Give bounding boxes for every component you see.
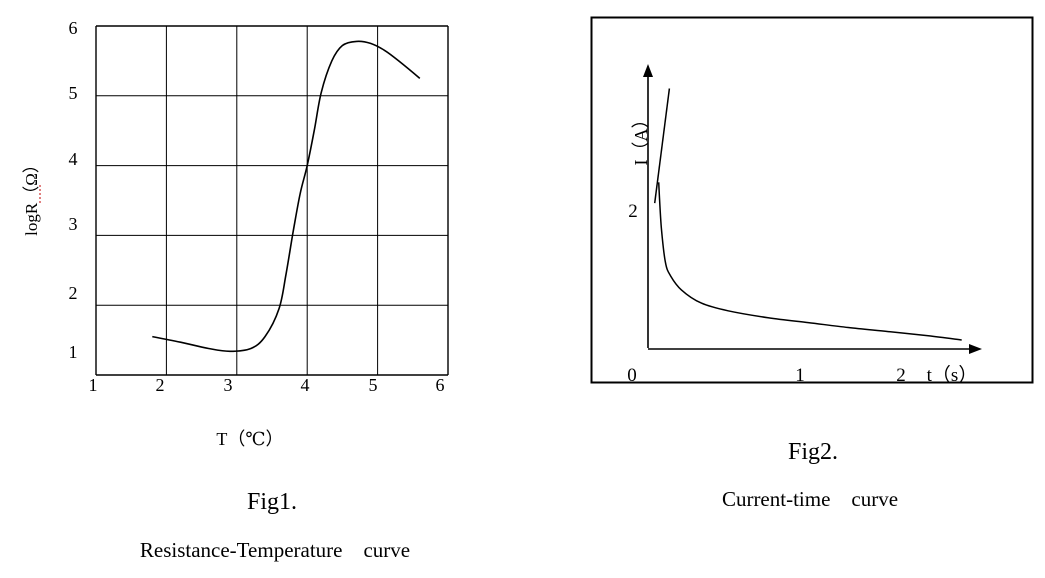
fig1-x-tick-label: 5: [369, 375, 378, 395]
fig2-chart: 1 2 2 I（A） t（s） 0 Fig2. Current-time curve: [590, 16, 1034, 511]
fig1-x-axis-label: T（℃）: [216, 429, 283, 449]
fig1-y-tick-label: 2: [69, 283, 78, 303]
fig2-y-axis-label: I（A）: [631, 111, 651, 166]
fig1-y-tick-label: 5: [69, 83, 78, 103]
fig1-y-tick-label: 6: [69, 18, 78, 38]
fig2-x-axis-label: t（s）: [927, 364, 978, 386]
fig1-y-axis-label: logR（Ω）: [22, 156, 41, 236]
fig1-y-tick-label: 3: [69, 214, 78, 234]
fig1-caption: Resistance-Temperature curve: [140, 538, 410, 562]
fig2-x-tick-label: 2: [896, 365, 906, 386]
fig2-x-axis-arrow: [969, 344, 982, 354]
fig2-origin-label: 0: [627, 365, 637, 386]
fig2-x-tick-label: 1: [795, 365, 805, 386]
fig1-tick-labels: 1 2 3 4 5 6 1 2 3 4 5 6: [69, 18, 445, 395]
fig1-x-tick-label: 3: [224, 375, 233, 395]
fig2-y-axis-arrow: [643, 64, 653, 77]
fig2-frame: [590, 16, 1034, 384]
fig1-y-tick-label: 4: [69, 149, 78, 169]
fig1-x-tick-label: 2: [156, 375, 165, 395]
fig1-x-tick-label: 6: [436, 375, 445, 395]
fig2-series-line: [657, 182, 962, 341]
fig1-grid: [95, 25, 449, 376]
fig1-y-tick-label: 1: [69, 342, 78, 362]
fig1-series-line: [152, 40, 421, 353]
fig2-series-segment: [653, 88, 671, 204]
fig1-x-tick-label: 1: [89, 375, 98, 395]
fig2-tick-labels: 1 2 2: [628, 201, 906, 386]
fig2-y-tick-label: 2: [628, 201, 638, 222]
fig1-x-tick-label: 4: [301, 375, 310, 395]
fig2-caption: Current-time curve: [722, 487, 898, 511]
fig1-label: Fig1.: [247, 489, 297, 515]
fig1-chart: 1 2 3 4 5 6 1 2 3 4 5 6 logR（Ω） T（℃） Fig1. Resistan…: [22, 18, 449, 562]
fig2-label: Fig2.: [788, 439, 838, 465]
